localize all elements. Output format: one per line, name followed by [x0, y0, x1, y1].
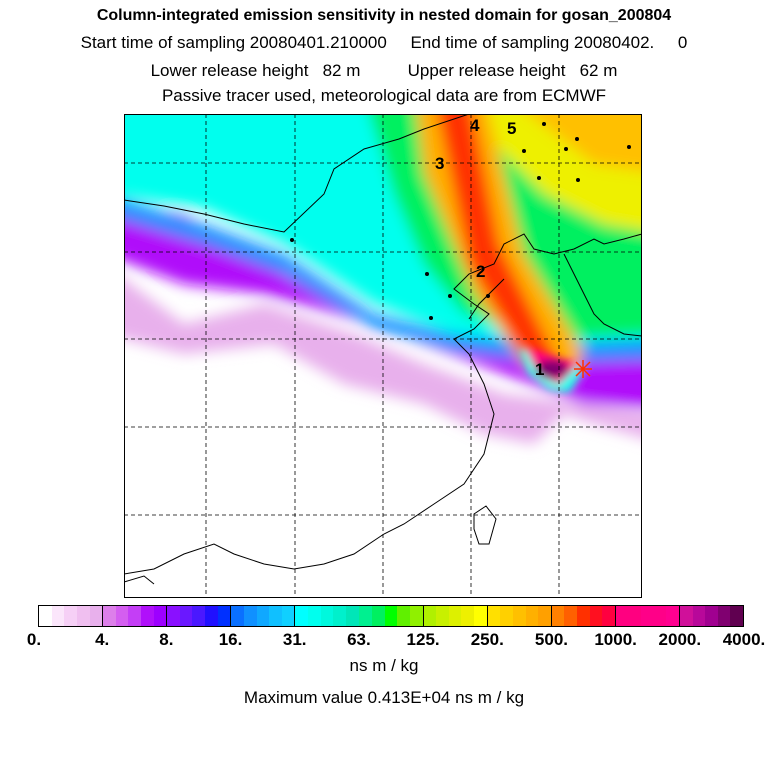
colorbar-cell: [589, 606, 603, 626]
trajectory-label-3: 3: [435, 154, 444, 173]
colorbar-tick-label: 4.: [95, 630, 110, 649]
colorbar-segment: [39, 606, 104, 626]
colorbar-cell: [692, 606, 706, 626]
trajectory-label-1: 1: [535, 360, 544, 379]
colorbar-cell: [577, 606, 590, 626]
colorbar-cell: [564, 606, 577, 626]
colorbar-cell: [256, 606, 270, 626]
colorbar: [38, 605, 744, 627]
maximum-value: Maximum value 0.413E+04 ns m / kg: [243, 688, 525, 707]
colorbar-cell: [602, 606, 615, 626]
colorbar-cell: [179, 606, 193, 626]
colorbar-cell: [153, 606, 167, 626]
colorbar-cell: [487, 606, 501, 626]
colorbar-cell: [243, 606, 257, 626]
colorbar-cell: [730, 606, 744, 626]
colorbar-segment: [103, 606, 168, 626]
colorbar-cell: [115, 606, 129, 626]
colorbar-cell: [103, 606, 116, 626]
trajectory-label-4: 4: [470, 116, 480, 135]
colorbar-cell: [89, 606, 103, 626]
colorbar-segment: [231, 606, 296, 626]
release-heights: Lower release height 82 m Upper release …: [150, 61, 618, 80]
colorbar-unit: ns m / kg: [349, 656, 419, 675]
colorbar-cell: [409, 606, 423, 626]
colorbar-tick-label: 2000.: [658, 630, 702, 649]
colorbar-cell: [384, 606, 398, 626]
tracer-info: Passive tracer used, meteorological data…: [161, 86, 607, 105]
colorbar-tick-label: 4000.: [722, 630, 766, 649]
colorbar-cell: [474, 606, 487, 626]
trajectory-label-5: 5: [507, 119, 516, 138]
colorbar-cell: [615, 606, 629, 626]
colorbar-segment: [615, 606, 680, 626]
colorbar-segment: [679, 606, 744, 626]
colorbar-cell: [333, 606, 346, 626]
colorbar-tick-label: 500.: [534, 630, 568, 649]
colorbar-cell: [345, 606, 359, 626]
map-frame: [124, 114, 642, 598]
colorbar-segment: [359, 606, 424, 626]
colorbar-cell: [217, 606, 231, 626]
colorbar-cell: [372, 606, 385, 626]
colorbar-cell: [705, 606, 718, 626]
colorbar-cell: [448, 606, 462, 626]
colorbar-segment: [295, 606, 360, 626]
colorbar-cell: [525, 606, 539, 626]
trajectory-label-2: 2: [476, 262, 485, 281]
colorbar-cell: [281, 606, 295, 626]
colorbar-segment: [487, 606, 552, 626]
colorbar-segment: [167, 606, 232, 626]
colorbar-cell: [128, 606, 141, 626]
colorbar-cell: [359, 606, 373, 626]
colorbar-tick-label: 250.: [470, 630, 504, 649]
colorbar-tick-label: 16.: [218, 630, 243, 649]
colorbar-cell: [538, 606, 551, 626]
colorbar-cell: [717, 606, 731, 626]
colorbar-cell: [641, 606, 654, 626]
colorbar-cell: [76, 606, 90, 626]
colorbar-cell: [231, 606, 244, 626]
grid-lines: [124, 114, 642, 598]
colorbar-segment: [551, 606, 616, 626]
receptor-marker: [574, 360, 592, 378]
emission-sensitivity-map: 1 2 3 4 5: [124, 114, 642, 598]
colorbar-cell: [628, 606, 642, 626]
colorbar-cell: [551, 606, 565, 626]
colorbar-tick-label: 1000.: [594, 630, 637, 649]
colorbar-tick-label: 8.: [159, 630, 174, 649]
colorbar-cell: [39, 606, 52, 626]
colorbar-cell: [512, 606, 526, 626]
colorbar-tick-label: 125.: [406, 630, 440, 649]
colorbar-cell: [269, 606, 282, 626]
colorbar-cell: [423, 606, 437, 626]
colorbar-cell: [205, 606, 218, 626]
sampling-times: Start time of sampling 20080401.210000 E…: [80, 33, 688, 52]
colorbar-cell: [64, 606, 77, 626]
colorbar-tick-label: 31.: [282, 630, 307, 649]
colorbar-cell: [167, 606, 180, 626]
colorbar-cell: [436, 606, 449, 626]
colorbar-cell: [500, 606, 513, 626]
colorbar-cell: [666, 606, 679, 626]
trajectory-points: [290, 122, 631, 320]
colorbar-cell: [51, 606, 65, 626]
colorbar-cell: [397, 606, 410, 626]
colorbar-segment: [423, 606, 488, 626]
plot-title: Column-integrated emission sensitivity i…: [96, 7, 672, 24]
colorbar-cell: [320, 606, 334, 626]
colorbar-cell: [192, 606, 206, 626]
colorbar-cell: [679, 606, 693, 626]
colorbar-cell: [653, 606, 667, 626]
colorbar-cell: [308, 606, 321, 626]
colorbar-cell: [461, 606, 475, 626]
colorbar-cell: [140, 606, 154, 626]
colorbar-tick-label: 0.: [26, 630, 42, 649]
colorbar-cell: [295, 606, 308, 626]
colorbar-tick-label: 63.: [347, 630, 371, 649]
